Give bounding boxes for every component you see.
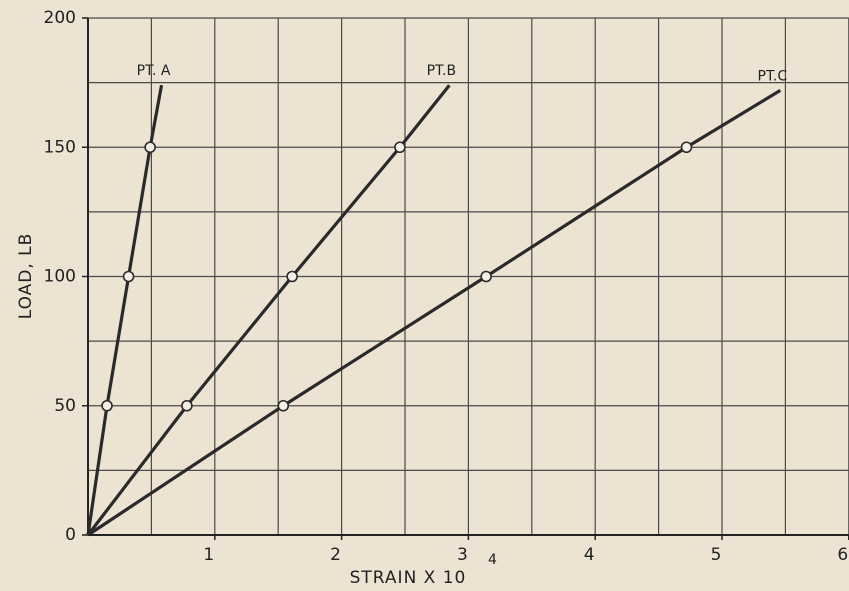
x-axis-label-exponent: 4 xyxy=(488,552,497,568)
x-tick-label: 1 xyxy=(203,545,214,565)
x-axis-label: STRAIN X 10 xyxy=(350,568,467,588)
x-tick-label: 4 xyxy=(584,545,595,565)
series-line xyxy=(86,84,451,536)
data-point xyxy=(680,141,693,154)
y-tick-label: 100 xyxy=(44,267,76,287)
data-point xyxy=(122,270,135,283)
y-tick-label: 50 xyxy=(54,396,76,416)
data-point xyxy=(181,399,193,412)
series-label: PT.B xyxy=(427,63,456,79)
y-tick-label: 0 xyxy=(65,525,76,545)
y-tick-label: 200 xyxy=(44,8,76,28)
series-label: PT. A xyxy=(137,63,171,79)
y-axis-label: LOAD, LB xyxy=(16,233,36,320)
data-point xyxy=(277,399,290,412)
data-point xyxy=(101,399,113,412)
x-tick-label: 3 xyxy=(457,545,468,565)
series-label: PT.C xyxy=(758,68,788,84)
data-point xyxy=(480,270,492,283)
y-tick-label: 150 xyxy=(44,137,76,157)
data-point xyxy=(144,141,156,154)
x-tick-label: 2 xyxy=(330,545,341,565)
x-tick-label: 5 xyxy=(711,545,722,565)
data-point xyxy=(286,270,298,283)
series-line xyxy=(87,89,782,537)
x-tick-label: 6 xyxy=(837,545,848,565)
data-point xyxy=(394,141,406,154)
